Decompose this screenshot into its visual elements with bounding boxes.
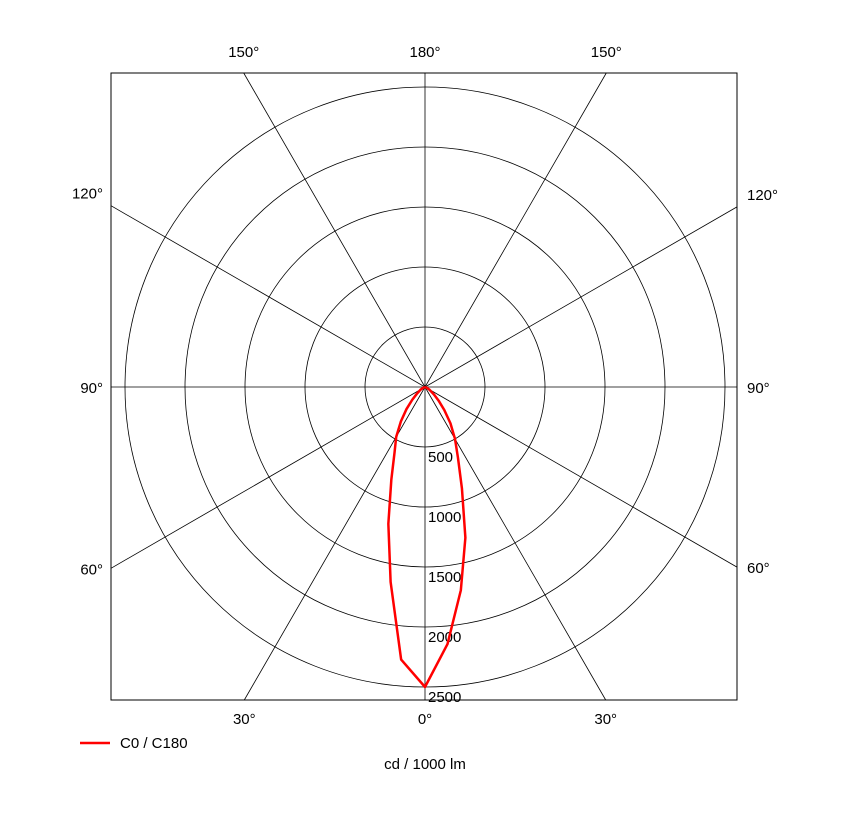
plot-frame (110, 72, 738, 701)
r-tick-label: 2500 (428, 689, 461, 706)
angle-tick-label: 90° (80, 380, 103, 397)
r-tick-label: 500 (428, 449, 453, 466)
angle-tick-label: 150° (591, 44, 622, 61)
grid-line (110, 386, 426, 569)
legend-label: C0 / C180 (120, 735, 188, 752)
angle-tick-label: 180° (409, 44, 440, 61)
grid-line (243, 72, 426, 388)
r-tick-label: 2000 (428, 629, 461, 646)
angle-tick-label: 0° (418, 711, 432, 728)
angle-tick-label: 30° (594, 711, 617, 728)
r-tick-label: 1500 (428, 569, 461, 586)
angle-tick-label: 90° (747, 380, 770, 397)
angle-tick-label: 30° (233, 711, 256, 728)
grid-line (424, 386, 607, 701)
grid-line (110, 205, 426, 388)
angle-tick-label: 120° (72, 186, 103, 203)
grid-line (424, 206, 738, 388)
grid-line (424, 72, 607, 388)
grid-line (424, 386, 738, 568)
angle-tick-label: 60° (747, 560, 770, 577)
angle-tick-label: 60° (80, 561, 103, 578)
angle-tick-label: 120° (747, 187, 778, 204)
series-line (387, 385, 467, 689)
r-tick-label: 1000 (428, 509, 461, 526)
unit-label: cd / 1000 lm (384, 756, 466, 773)
angle-tick-label: 150° (228, 44, 259, 61)
